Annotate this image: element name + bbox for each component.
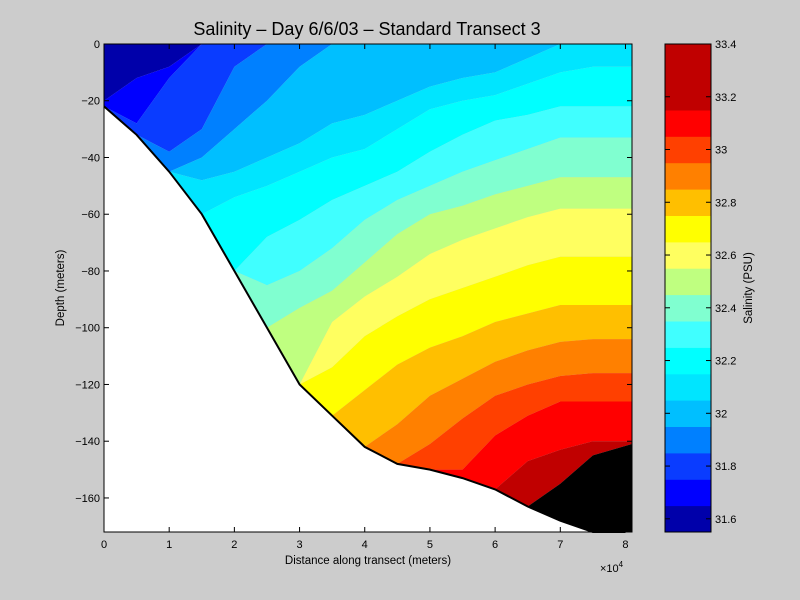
colorbar-tick-label: 33.4 xyxy=(715,39,736,51)
colorbar-band-4 xyxy=(665,400,711,427)
seabed-outline xyxy=(103,105,626,533)
colorbar: 31.6 31.8 32 32.2 32.4 32.6 32.8 33 33.2 33.4 xyxy=(664,39,736,533)
colorbar-tick-label: 32 xyxy=(715,408,727,420)
colorbar-tick-label: 31.8 xyxy=(715,461,736,473)
colorbar-band-6 xyxy=(665,347,711,375)
contour-band-16 xyxy=(104,106,632,507)
colorbar-tick-label: 32.2 xyxy=(715,356,736,368)
seabed-mask xyxy=(104,106,626,532)
colorbar-tick-label: 33.2 xyxy=(715,92,736,104)
x-tick-label: 0 xyxy=(101,539,107,551)
contour-band-4 xyxy=(104,44,632,181)
x-tick-label: 1 xyxy=(166,539,172,551)
contour-band-0 xyxy=(104,44,632,101)
y-tick-label: −120 xyxy=(75,379,100,391)
colorbar-band-17 xyxy=(665,44,711,85)
colorbar-ticks: 31.6 31.8 32 32.2 32.4 32.6 32.8 33 33.2 33.4 xyxy=(665,39,736,526)
colorbar-bands xyxy=(665,44,711,533)
colorbar-frame xyxy=(664,43,712,533)
x-axis-label: Distance along transect (meters) xyxy=(285,555,451,567)
colorbar-band-15 xyxy=(665,109,711,137)
x-exponent-label: ×104 xyxy=(600,560,624,575)
colorbar-band-12 xyxy=(665,189,711,216)
colorbar-tick-label: 33 xyxy=(715,145,727,157)
colorbar-band-10 xyxy=(665,241,711,269)
colorbar-band-11 xyxy=(665,215,711,243)
colorbar-tick-label: 32.6 xyxy=(715,250,736,262)
x-tick-label: 8 xyxy=(622,539,628,551)
y-tick-label: −160 xyxy=(75,493,100,505)
colorbar-band-9 xyxy=(665,268,711,296)
y-axis-ticks: 0 −20 −40 −60 −80 −100 −120 −140 −160 xyxy=(75,39,632,505)
x-tick-label: 3 xyxy=(296,539,302,551)
contour-band-2 xyxy=(104,44,632,152)
x-tick-label: 6 xyxy=(492,539,498,551)
colorbar-band-16 xyxy=(665,83,711,111)
contour-band-6 xyxy=(104,66,632,271)
colorbar-band-13 xyxy=(665,162,711,190)
contour-band-5 xyxy=(104,44,632,215)
colorbar-tick-label: 31.6 xyxy=(715,514,736,526)
chart-title: Salinity – Day 6/6/03 – Standard Transec… xyxy=(193,19,540,39)
y-tick-label: −20 xyxy=(81,96,100,108)
y-tick-label: −140 xyxy=(75,436,100,448)
colorbar-band-14 xyxy=(665,136,711,164)
x-exponent-base: ×10 xyxy=(600,563,619,575)
axes-frame xyxy=(103,43,633,533)
x-tick-label: 7 xyxy=(557,539,563,551)
contour-band-13 xyxy=(104,106,632,464)
x-tick-label: 2 xyxy=(231,539,237,551)
colorbar-label: Salinity (PSU) xyxy=(743,252,755,324)
plot-area: 0 1 2 3 4 5 6 7 8 0 −20 −40 −60 −80 −100 −120 −140 −160 xyxy=(75,39,633,551)
x-tick-label: 4 xyxy=(362,539,368,551)
y-axis-label: Depth (meters) xyxy=(55,249,67,326)
y-tick-label: −100 xyxy=(75,323,100,335)
y-tick-label: 0 xyxy=(94,39,100,51)
y-tick-label: −40 xyxy=(81,152,100,164)
y-tick-label: −60 xyxy=(81,209,100,221)
colorbar-band-7 xyxy=(665,321,711,348)
contour-band-10 xyxy=(104,106,632,385)
colorbar-band-0 xyxy=(665,505,711,533)
colorbar-band-8 xyxy=(665,294,711,322)
y-tick-label: −80 xyxy=(81,266,100,278)
contour-band-3 xyxy=(104,44,632,172)
colorbar-band-3 xyxy=(665,426,711,454)
colorbar-tick-label: 32.4 xyxy=(715,303,736,315)
x-tick-label: 5 xyxy=(427,539,433,551)
contour-band-11 xyxy=(104,106,632,416)
colorbar-tick-label: 32.8 xyxy=(715,197,736,209)
x-exponent-power: 4 xyxy=(619,560,624,569)
contour-band-7 xyxy=(104,106,632,286)
colorbar-band-1 xyxy=(665,479,711,507)
x-axis-ticks: 0 1 2 3 4 5 6 7 8 xyxy=(101,44,629,551)
colorbar-band-5 xyxy=(665,373,711,401)
colorbar-band-2 xyxy=(665,452,711,480)
